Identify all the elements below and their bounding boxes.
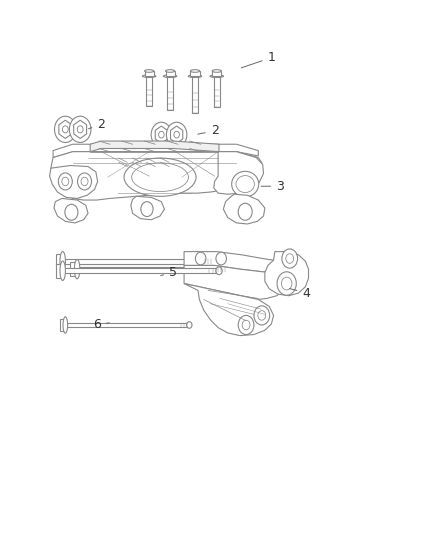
Circle shape bbox=[282, 249, 297, 268]
Ellipse shape bbox=[210, 75, 223, 77]
Circle shape bbox=[225, 265, 231, 273]
Ellipse shape bbox=[63, 317, 67, 333]
Polygon shape bbox=[59, 120, 72, 139]
Ellipse shape bbox=[74, 260, 80, 279]
Polygon shape bbox=[184, 252, 291, 273]
Text: 3: 3 bbox=[261, 180, 284, 193]
Polygon shape bbox=[155, 126, 167, 143]
Polygon shape bbox=[170, 126, 183, 143]
Circle shape bbox=[77, 126, 83, 133]
Ellipse shape bbox=[163, 75, 177, 77]
Polygon shape bbox=[49, 165, 98, 198]
Ellipse shape bbox=[212, 70, 221, 72]
Circle shape bbox=[238, 316, 254, 335]
Circle shape bbox=[187, 322, 192, 328]
Circle shape bbox=[62, 177, 69, 185]
Circle shape bbox=[216, 252, 226, 265]
Bar bbox=[166, 71, 175, 76]
Circle shape bbox=[216, 267, 222, 274]
Ellipse shape bbox=[60, 252, 65, 271]
Polygon shape bbox=[53, 144, 258, 158]
Ellipse shape bbox=[60, 261, 65, 280]
Polygon shape bbox=[51, 152, 262, 200]
Bar bbox=[56, 264, 63, 278]
Bar bbox=[146, 76, 152, 106]
Circle shape bbox=[238, 203, 252, 220]
Bar bbox=[63, 259, 215, 264]
Polygon shape bbox=[184, 265, 291, 300]
Bar bbox=[167, 76, 173, 110]
Circle shape bbox=[212, 257, 218, 265]
Circle shape bbox=[78, 173, 92, 190]
Polygon shape bbox=[214, 152, 264, 194]
Bar bbox=[63, 268, 219, 273]
Bar bbox=[191, 71, 200, 76]
Bar bbox=[212, 71, 221, 76]
Bar bbox=[70, 262, 77, 276]
Circle shape bbox=[81, 177, 88, 185]
Ellipse shape bbox=[166, 70, 175, 72]
Bar bbox=[60, 319, 65, 331]
Circle shape bbox=[54, 116, 76, 142]
Circle shape bbox=[195, 252, 206, 265]
Circle shape bbox=[166, 122, 187, 147]
Circle shape bbox=[282, 277, 292, 290]
Circle shape bbox=[277, 272, 296, 295]
Polygon shape bbox=[54, 198, 88, 223]
Ellipse shape bbox=[191, 70, 200, 72]
Ellipse shape bbox=[124, 158, 196, 196]
Ellipse shape bbox=[232, 171, 259, 197]
Polygon shape bbox=[184, 284, 274, 336]
Bar bbox=[145, 71, 154, 76]
Text: 2: 2 bbox=[88, 118, 105, 131]
Circle shape bbox=[254, 306, 270, 325]
Circle shape bbox=[174, 131, 180, 138]
Circle shape bbox=[258, 311, 266, 320]
Circle shape bbox=[159, 131, 164, 138]
Polygon shape bbox=[74, 120, 87, 139]
Text: 2: 2 bbox=[198, 124, 219, 138]
Polygon shape bbox=[265, 252, 308, 296]
Ellipse shape bbox=[236, 175, 254, 192]
Bar bbox=[77, 266, 228, 272]
Bar bbox=[56, 254, 63, 268]
Bar bbox=[214, 76, 220, 107]
Bar bbox=[192, 76, 198, 114]
Circle shape bbox=[286, 254, 293, 263]
Text: 6: 6 bbox=[93, 319, 110, 332]
Circle shape bbox=[141, 201, 153, 216]
Circle shape bbox=[242, 320, 250, 330]
Bar bbox=[65, 323, 189, 327]
Text: 5: 5 bbox=[161, 266, 177, 279]
Circle shape bbox=[58, 173, 72, 190]
Ellipse shape bbox=[132, 163, 188, 191]
Circle shape bbox=[69, 116, 91, 142]
Ellipse shape bbox=[142, 75, 156, 77]
Text: 4: 4 bbox=[290, 287, 310, 300]
Polygon shape bbox=[223, 194, 265, 224]
Circle shape bbox=[151, 122, 172, 147]
Polygon shape bbox=[90, 141, 219, 152]
Text: 1: 1 bbox=[241, 51, 276, 68]
Circle shape bbox=[62, 126, 68, 133]
Circle shape bbox=[65, 204, 78, 220]
Ellipse shape bbox=[145, 70, 154, 72]
Polygon shape bbox=[131, 196, 164, 220]
Ellipse shape bbox=[188, 75, 202, 77]
